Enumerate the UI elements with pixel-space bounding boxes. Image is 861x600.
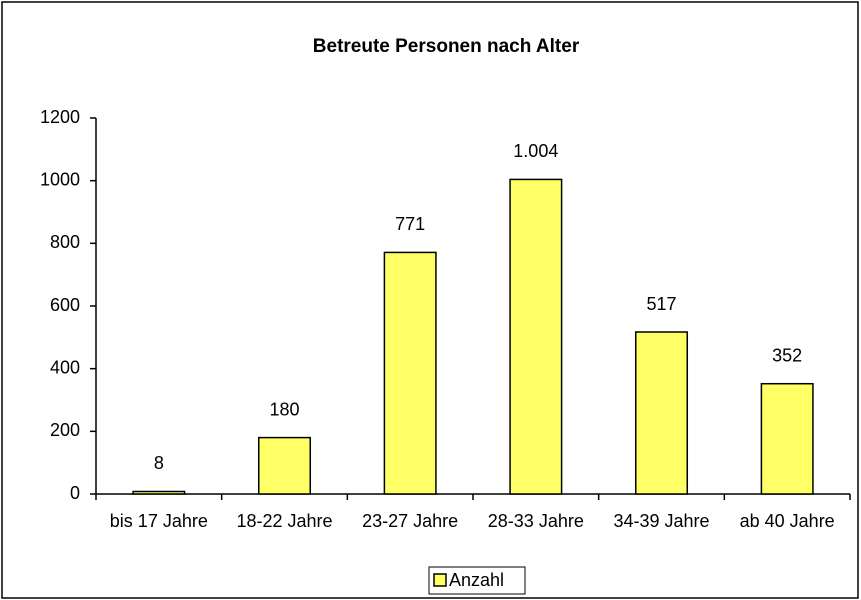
data-label: 1.004: [513, 141, 558, 161]
x-tick-label: 18-22 Jahre: [236, 511, 332, 531]
x-tick-label: 28-33 Jahre: [488, 511, 584, 531]
y-tick-label: 600: [50, 295, 80, 315]
x-tick-label: ab 40 Jahre: [740, 511, 835, 531]
y-tick-label: 200: [50, 420, 80, 440]
y-tick-label: 0: [70, 483, 80, 503]
data-label: 517: [646, 294, 676, 314]
x-tick-label: 34-39 Jahre: [613, 511, 709, 531]
legend-swatch: [433, 573, 447, 587]
chart-title: Betreute Personen nach Alter: [313, 36, 580, 57]
bar: [132, 490, 186, 495]
y-tick-label: 800: [50, 232, 80, 252]
data-label: 352: [772, 345, 802, 365]
bar: [634, 331, 689, 495]
bar: [257, 436, 312, 495]
bar: [760, 382, 814, 495]
data-label: 771: [395, 214, 425, 234]
x-tick-label: bis 17 Jahre: [110, 511, 208, 531]
y-tick-label: 1200: [40, 107, 80, 127]
y-tick-label: 400: [50, 357, 80, 377]
bar: [383, 251, 437, 495]
bar: [509, 178, 563, 495]
data-label: 8: [154, 453, 164, 473]
x-tick-label: 23-27 Jahre: [362, 511, 458, 531]
y-tick-label: 1000: [40, 169, 80, 189]
legend-label: Anzahl: [449, 570, 504, 590]
data-label: 180: [269, 399, 299, 419]
